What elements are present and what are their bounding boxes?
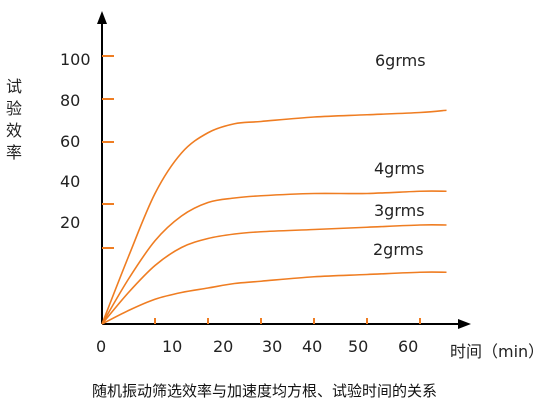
series-line-3grms (101, 224, 447, 325)
y-axis-title-char: 试 (6, 77, 22, 96)
series-line-6grms (101, 109, 447, 325)
x-axis-title: 时间（min） (450, 342, 544, 361)
chart-caption: 随机振动筛选效率与加速度均方根、试验时间的关系 (92, 382, 437, 400)
y-tick-label: 40 (60, 172, 80, 191)
series-label-6grms: 6grms (375, 51, 426, 70)
series-label-3grms: 3grms (374, 201, 425, 220)
series-lines (101, 109, 447, 325)
x-tick-label: 10 (162, 337, 182, 356)
series-line-2grms (101, 271, 447, 325)
x-tick-label: 60 (398, 337, 418, 356)
y-tick-label: 60 (60, 132, 80, 151)
y-tick-label: 80 (60, 91, 80, 110)
x-tick-label: 30 (262, 337, 282, 356)
labels: 100 80 60 40 20 0 10 20 30 40 50 60 6grms 4grms 3grms 2… (60, 50, 426, 356)
axes (97, 11, 471, 329)
y-tick-label: 20 (60, 213, 80, 232)
y-axis-title-char: 验 (6, 99, 22, 118)
x-tick-label: 40 (302, 337, 322, 356)
series-label-2grms: 2grms (373, 240, 424, 259)
series-line-4grms (101, 190, 447, 325)
x-tick-label: 20 (213, 337, 233, 356)
y-axis-title-char: 效 (6, 121, 22, 140)
x-axis-arrow (458, 319, 471, 329)
series-label-4grms: 4grms (374, 159, 425, 178)
x-tick-label: 0 (96, 337, 106, 356)
y-axis-title-char: 率 (6, 143, 22, 162)
y-tick-label: 100 (60, 50, 91, 69)
tick-marks (102, 55, 421, 324)
x-tick-label: 50 (348, 337, 368, 356)
y-axis-arrow (97, 11, 107, 24)
